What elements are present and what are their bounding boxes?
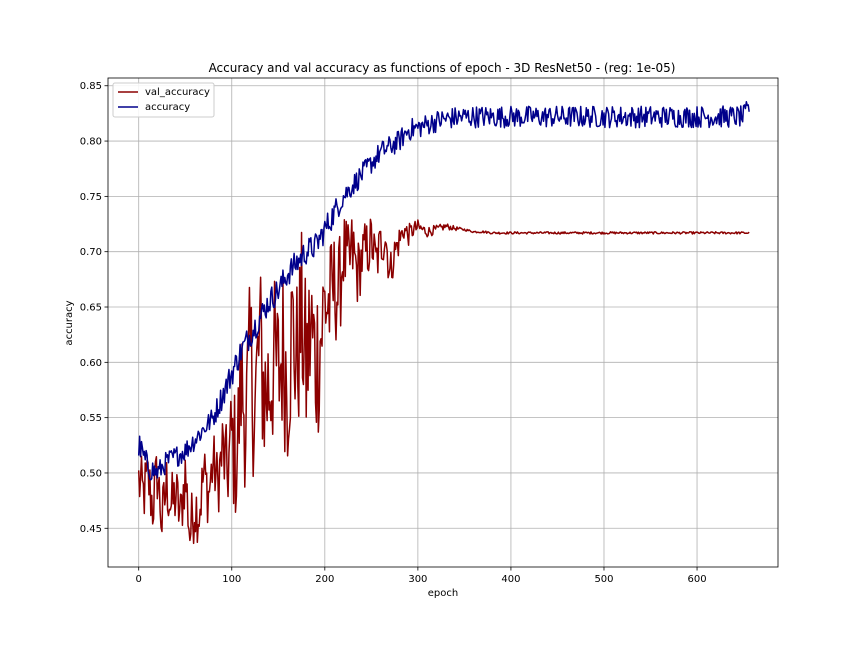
legend-box	[112, 82, 215, 118]
y-tick-label: 0.65	[80, 303, 102, 314]
y-tick-label: 0.80	[80, 137, 102, 148]
legend-label-val-accuracy: val_accuracy	[145, 87, 210, 98]
y-tick-label: 0.60	[80, 358, 102, 369]
x-axis-label: epoch	[428, 588, 458, 599]
chart-title: Accuracy and val accuracy as functions o…	[209, 61, 676, 75]
x-tick-label: 400	[501, 574, 520, 585]
x-tick-label: 300	[408, 574, 427, 585]
legend-label-accuracy: accuracy	[145, 102, 190, 113]
y-tick-label: 0.55	[80, 413, 102, 424]
y-tick-label: 0.70	[80, 247, 102, 258]
axis-ticks: 0 100 200 300 400 500 600 0.45 0.50 0.55 0.60 0.65 0…	[80, 81, 707, 585]
legend: val_accuracy accuracy	[112, 82, 215, 118]
series-line-val-accuracy	[137, 218, 750, 545]
y-tick-label: 0.75	[80, 192, 102, 203]
plot-frame	[107, 77, 779, 568]
y-tick-label: 0.50	[80, 468, 102, 479]
x-tick-label: 100	[222, 574, 241, 585]
series-lines	[137, 101, 750, 545]
x-tick-label: 0	[136, 574, 142, 585]
series-line-accuracy	[137, 101, 750, 481]
y-axis-label: accuracy	[64, 300, 75, 345]
x-tick-label: 200	[315, 574, 334, 585]
x-tick-label: 500	[594, 574, 613, 585]
y-tick-label: 0.45	[80, 524, 102, 535]
y-tick-label: 0.85	[80, 81, 102, 92]
x-tick-label: 600	[687, 574, 706, 585]
